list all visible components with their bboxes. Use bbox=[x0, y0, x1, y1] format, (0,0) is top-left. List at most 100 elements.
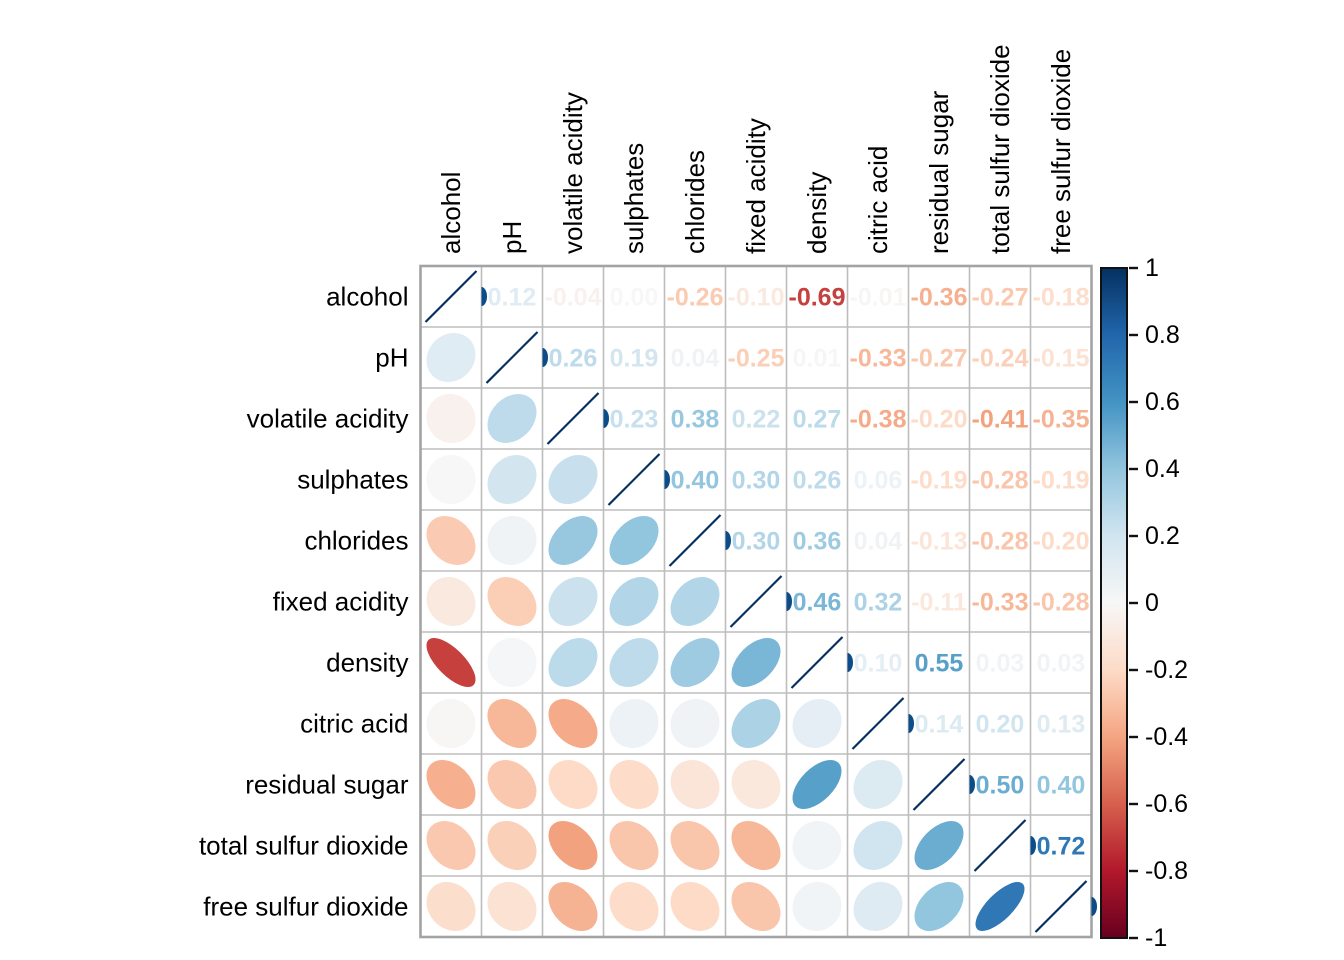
corr-value-1-6: 0.01 bbox=[793, 345, 842, 373]
corr-value-9-10: 0.72 bbox=[1037, 833, 1086, 861]
corr-value-0-3: 0.00 bbox=[610, 284, 659, 312]
corr-ellipse-9-6 bbox=[792, 820, 842, 871]
corr-value-0-6: -0.69 bbox=[789, 284, 846, 312]
corr-value-4-8: -0.13 bbox=[911, 528, 968, 556]
corr-ellipse-6-3 bbox=[609, 637, 659, 688]
corr-ellipse-10-9 bbox=[975, 882, 1025, 931]
corr-ellipse-10-0 bbox=[426, 882, 476, 931]
diagonal-edge-dot bbox=[603, 409, 610, 428]
diagonal-r1-line bbox=[912, 758, 966, 811]
row-label-3: sulphates bbox=[297, 465, 408, 495]
corr-value-0-1: 0.12 bbox=[488, 284, 537, 312]
corr-value-2-5: 0.22 bbox=[732, 406, 781, 434]
corr-ellipse-5-2 bbox=[548, 576, 598, 627]
corr-value-5-8: -0.11 bbox=[911, 589, 967, 617]
corr-ellipse-9-5 bbox=[731, 820, 781, 871]
corr-value-1-2: 0.26 bbox=[549, 345, 598, 373]
row-label-9: total sulfur dioxide bbox=[199, 831, 409, 861]
corr-value-3-10: -0.19 bbox=[1033, 467, 1090, 495]
corr-value-7-9: 0.20 bbox=[976, 711, 1025, 739]
corr-ellipse-4-0 bbox=[426, 515, 476, 566]
corr-value-5-10: -0.28 bbox=[1033, 589, 1090, 617]
corr-value-7-10: 0.13 bbox=[1037, 711, 1086, 739]
corr-ellipse-8-6 bbox=[792, 760, 842, 809]
diagonal-r1-line bbox=[485, 331, 539, 384]
corr-ellipse-8-2 bbox=[548, 760, 598, 809]
corr-value-0-4: -0.26 bbox=[667, 284, 724, 312]
corr-value-2-9: -0.41 bbox=[972, 406, 1029, 434]
corr-value-0-5: -0.10 bbox=[728, 284, 785, 312]
colorbar bbox=[1100, 267, 1128, 939]
colorbar-label-0: 0 bbox=[1145, 589, 1159, 617]
corr-value-3-6: 0.26 bbox=[793, 467, 842, 495]
corr-value-8-10: 0.40 bbox=[1037, 772, 1086, 800]
colorbar-label-0.6: 0.6 bbox=[1145, 388, 1180, 416]
corr-value-1-8: -0.27 bbox=[911, 345, 968, 373]
corr-ellipse-5-0 bbox=[426, 577, 476, 626]
diagonal-r1-line bbox=[729, 575, 783, 628]
corr-value-0-7: -0.01 bbox=[850, 284, 907, 312]
diagonal-edge-dot bbox=[786, 592, 792, 611]
corr-value-6-7: 0.10 bbox=[854, 650, 903, 678]
colorbar-label--1: -1 bbox=[1145, 924, 1167, 952]
row-label-10: free sulfur dioxide bbox=[203, 892, 408, 922]
colorbar-label-0.2: 0.2 bbox=[1145, 522, 1180, 550]
corr-value-1-10: -0.15 bbox=[1033, 345, 1090, 373]
colorbar-label--0.4: -0.4 bbox=[1145, 723, 1188, 751]
corr-ellipse-10-4 bbox=[670, 882, 720, 931]
col-label-6: density bbox=[802, 172, 832, 254]
corr-value-1-9: -0.24 bbox=[972, 345, 1029, 373]
col-label-8: residual sugar bbox=[924, 90, 954, 254]
corr-value-4-7: 0.04 bbox=[854, 528, 903, 556]
row-label-8: residual sugar bbox=[245, 770, 409, 800]
corr-value-1-5: -0.25 bbox=[728, 345, 785, 373]
corr-value-0-9: -0.27 bbox=[972, 284, 1029, 312]
corr-value-4-9: -0.28 bbox=[972, 528, 1029, 556]
corr-ellipse-8-7 bbox=[853, 759, 903, 810]
corr-value-3-5: 0.30 bbox=[732, 467, 781, 495]
row-label-5: fixed acidity bbox=[273, 587, 409, 617]
corr-ellipse-3-0 bbox=[426, 455, 476, 504]
corr-ellipse-9-1 bbox=[487, 820, 537, 871]
corr-ellipse-4-2 bbox=[548, 515, 598, 566]
col-label-9: total sulfur dioxide bbox=[985, 44, 1015, 254]
corr-value-3-7: 0.06 bbox=[854, 467, 903, 495]
corr-value-2-8: -0.20 bbox=[911, 406, 968, 434]
diagonal-r1-line bbox=[1034, 880, 1088, 933]
corr-ellipse-7-2 bbox=[548, 698, 598, 749]
corr-ellipse-7-4 bbox=[670, 698, 720, 749]
corr-ellipse-9-3 bbox=[609, 821, 659, 870]
row-label-4: chlorides bbox=[304, 526, 408, 556]
corr-ellipse-6-1 bbox=[487, 637, 537, 688]
diagonal-edge-dot bbox=[847, 653, 853, 672]
diagonal-edge-dot bbox=[1030, 836, 1036, 855]
colorbar-label--0.2: -0.2 bbox=[1145, 656, 1188, 684]
diagonal-edge-dot bbox=[908, 714, 914, 733]
corr-value-2-10: -0.35 bbox=[1033, 406, 1090, 434]
diagonal-r1-line bbox=[546, 392, 600, 445]
corr-ellipse-10-6 bbox=[792, 881, 842, 932]
colorbar-label--0.6: -0.6 bbox=[1145, 790, 1188, 818]
corr-ellipse-4-1 bbox=[487, 515, 537, 566]
corr-ellipse-6-0 bbox=[426, 637, 476, 688]
corr-value-1-4: 0.04 bbox=[671, 345, 720, 373]
diagonal-edge-dot bbox=[1091, 897, 1097, 916]
corr-value-5-6: 0.46 bbox=[793, 589, 842, 617]
corr-value-5-9: -0.33 bbox=[972, 589, 1029, 617]
colorbar-label-0.8: 0.8 bbox=[1145, 321, 1180, 349]
corr-ellipse-7-6 bbox=[792, 699, 842, 748]
corr-ellipse-8-4 bbox=[670, 760, 720, 809]
corr-ellipse-10-8 bbox=[914, 881, 964, 932]
corr-ellipse-9-8 bbox=[914, 821, 964, 870]
corr-ellipse-10-2 bbox=[548, 881, 598, 932]
diagonal-edge-dot bbox=[481, 287, 487, 306]
corr-value-0-8: -0.36 bbox=[911, 284, 968, 312]
corr-ellipse-10-5 bbox=[731, 882, 781, 931]
corr-ellipse-8-0 bbox=[426, 759, 476, 810]
corr-value-2-7: -0.38 bbox=[850, 406, 907, 434]
corr-value-0-10: -0.18 bbox=[1033, 284, 1090, 312]
col-label-4: chlorides bbox=[680, 150, 710, 254]
corr-ellipse-5-4 bbox=[670, 577, 720, 626]
corr-ellipse-2-0 bbox=[426, 393, 476, 444]
